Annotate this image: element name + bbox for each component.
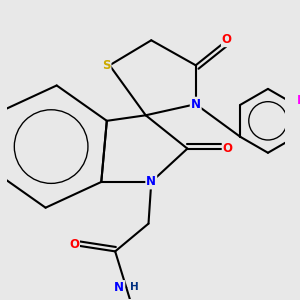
Text: N: N xyxy=(146,176,156,188)
Text: N: N xyxy=(191,98,201,111)
Text: N: N xyxy=(114,281,124,294)
Text: F: F xyxy=(297,94,300,107)
Text: S: S xyxy=(102,59,110,72)
Text: O: O xyxy=(223,142,233,155)
Text: O: O xyxy=(222,33,232,46)
Text: O: O xyxy=(69,238,79,251)
Text: H: H xyxy=(130,283,139,292)
